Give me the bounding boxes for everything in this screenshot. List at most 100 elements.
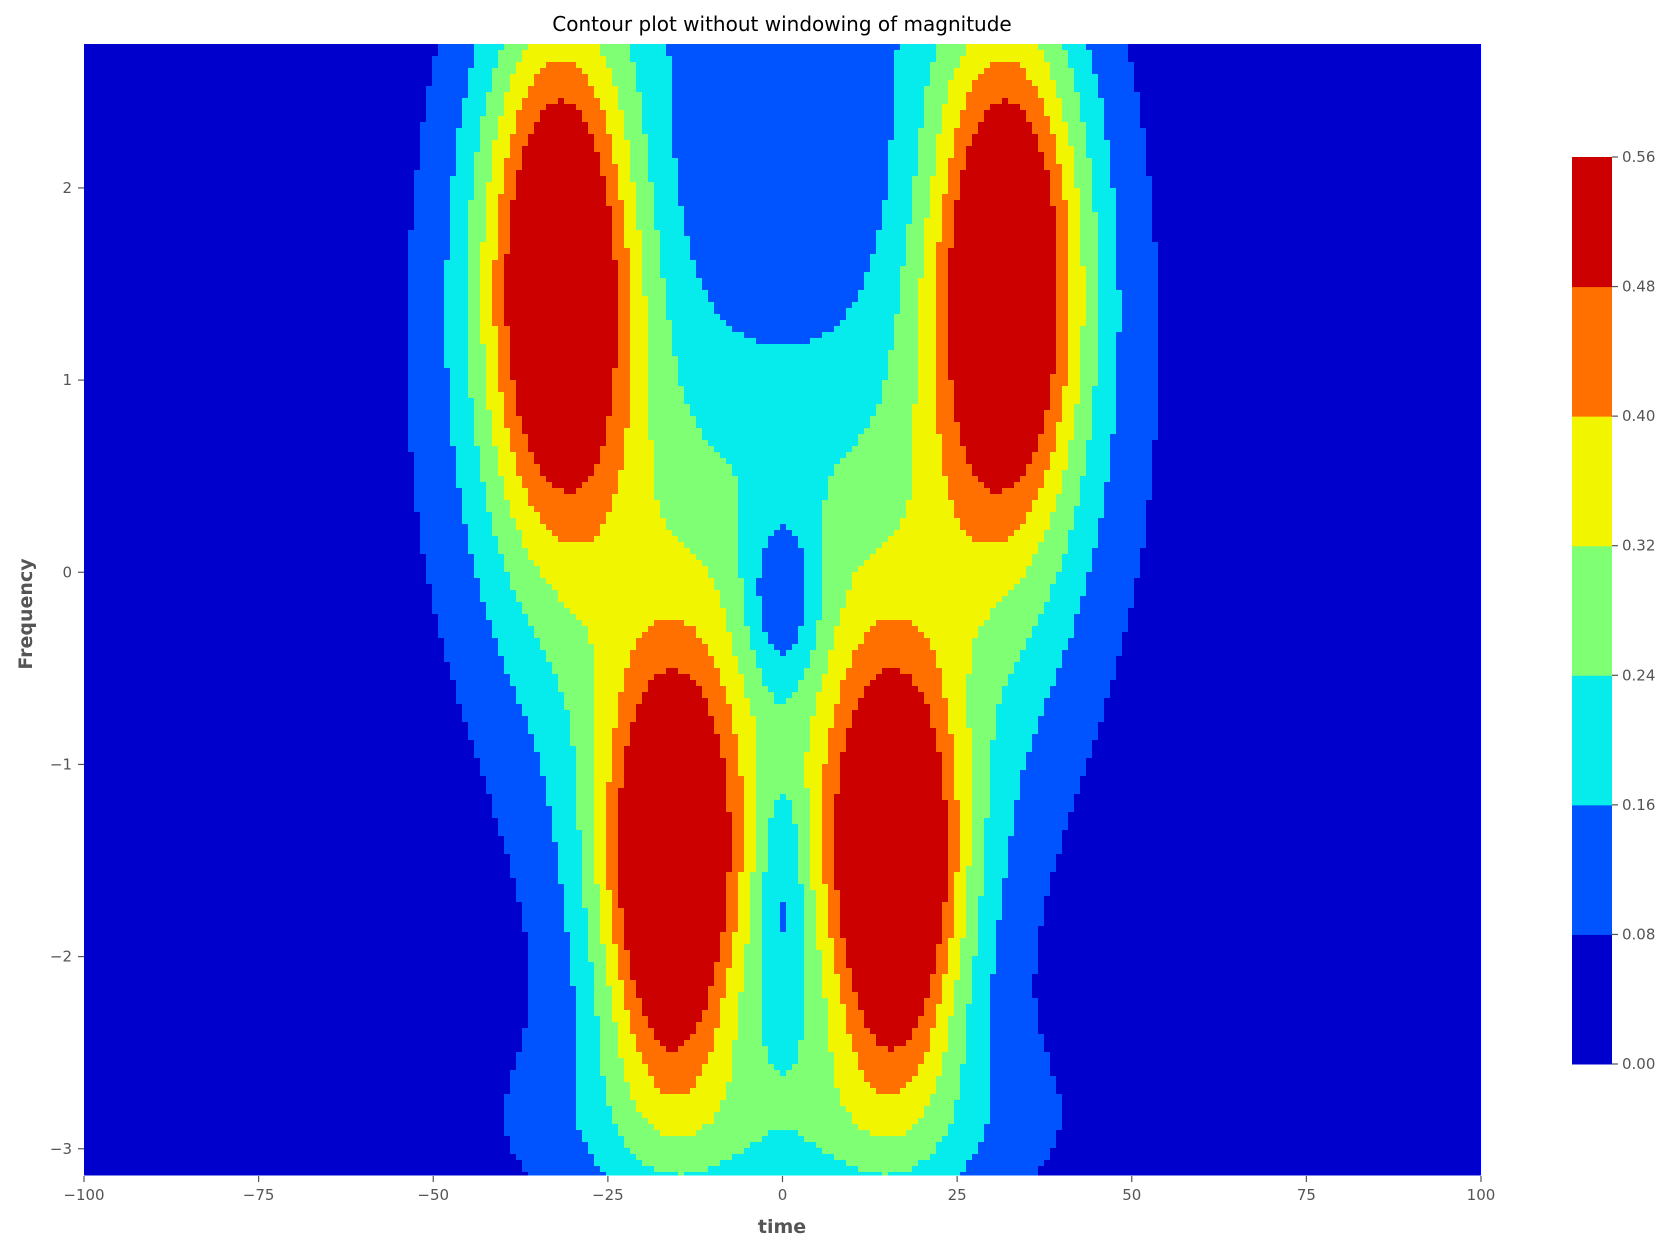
contour-cell bbox=[870, 80, 877, 87]
contour-cell bbox=[588, 50, 595, 57]
contour-cell bbox=[684, 104, 691, 111]
contour-cell bbox=[1320, 92, 1327, 99]
contour-cell bbox=[396, 98, 403, 105]
contour-cell bbox=[510, 62, 517, 69]
contour-cell bbox=[1464, 44, 1471, 51]
contour-cell bbox=[522, 92, 529, 99]
contour-cell bbox=[978, 62, 985, 69]
contour-cell bbox=[1032, 56, 1039, 63]
contour-cell bbox=[1320, 62, 1327, 69]
contour-cell bbox=[606, 86, 613, 93]
contour-cell bbox=[354, 68, 361, 75]
contour-cell bbox=[900, 86, 907, 93]
contour-cell bbox=[1362, 92, 1369, 99]
contour-cell bbox=[234, 74, 241, 81]
contour-cell bbox=[1428, 56, 1435, 63]
contour-cell bbox=[1434, 104, 1441, 111]
contour-cell bbox=[1008, 50, 1015, 57]
contour-cell bbox=[594, 92, 601, 99]
contour-cell bbox=[1158, 74, 1165, 81]
contour-cell bbox=[258, 56, 265, 63]
contour-cell bbox=[1134, 68, 1141, 75]
contour-cell bbox=[1440, 50, 1447, 57]
contour-cell bbox=[1278, 74, 1285, 81]
contour-cell bbox=[1104, 110, 1111, 117]
contour-cell bbox=[1452, 56, 1459, 63]
contour-cell bbox=[984, 98, 991, 105]
contour-cell bbox=[786, 62, 793, 69]
contour-cell bbox=[1362, 104, 1369, 111]
contour-cell bbox=[474, 110, 481, 117]
contour-cell bbox=[198, 74, 205, 81]
contour-cell bbox=[684, 98, 691, 105]
contour-cell bbox=[906, 44, 913, 51]
contour-cell bbox=[750, 68, 757, 75]
contour-cell bbox=[1464, 92, 1471, 99]
contour-cell bbox=[1056, 68, 1063, 75]
contour-cell bbox=[774, 98, 781, 105]
contour-cell bbox=[1188, 110, 1195, 117]
contour-cell bbox=[762, 86, 769, 93]
contour-cell bbox=[156, 56, 163, 63]
contour-cell bbox=[108, 62, 115, 69]
contour-cell bbox=[594, 62, 601, 69]
contour-cell bbox=[1296, 104, 1303, 111]
contour-cell bbox=[1272, 62, 1279, 69]
contour-cell bbox=[84, 104, 91, 111]
contour-cell bbox=[498, 68, 505, 75]
contour-cell bbox=[1158, 68, 1165, 75]
contour-cell bbox=[828, 50, 835, 57]
contour-cell bbox=[198, 68, 205, 75]
contour-cell bbox=[870, 86, 877, 93]
contour-cell bbox=[1122, 116, 1129, 123]
contour-cell bbox=[108, 92, 115, 99]
contour-cell bbox=[204, 104, 211, 111]
contour-cell bbox=[1242, 116, 1249, 123]
contour-cell bbox=[588, 122, 595, 129]
contour-cell bbox=[354, 116, 361, 123]
contour-cell bbox=[564, 98, 571, 105]
contour-cell bbox=[762, 80, 769, 87]
contour-cell bbox=[792, 56, 799, 63]
contour-cell bbox=[762, 98, 769, 105]
contour-cell bbox=[654, 92, 661, 99]
contour-cell bbox=[984, 116, 991, 123]
contour-cell bbox=[108, 86, 115, 93]
contour-cell bbox=[456, 86, 463, 93]
contour-cell bbox=[720, 104, 727, 111]
contour-cell bbox=[204, 80, 211, 87]
contour-cell bbox=[1458, 104, 1465, 111]
contour-cell bbox=[774, 56, 781, 63]
contour-cell bbox=[348, 116, 355, 123]
contour-cell bbox=[930, 68, 937, 75]
contour-cell bbox=[834, 92, 841, 99]
contour-cell bbox=[1416, 98, 1423, 105]
contour-cell bbox=[282, 80, 289, 87]
contour-cell bbox=[918, 80, 925, 87]
contour-cell bbox=[708, 44, 715, 51]
contour-cell bbox=[792, 62, 799, 69]
contour-cell bbox=[708, 50, 715, 57]
contour-cell bbox=[1440, 92, 1447, 99]
contour-cell bbox=[792, 110, 799, 117]
contour-cell bbox=[546, 86, 553, 93]
contour-cell bbox=[630, 62, 637, 69]
contour-cell bbox=[882, 92, 889, 99]
contour-cell bbox=[1296, 92, 1303, 99]
contour-cell bbox=[480, 44, 487, 51]
contour-cell bbox=[102, 92, 109, 99]
contour-cell bbox=[486, 110, 493, 117]
contour-cell bbox=[438, 62, 445, 69]
contour-cell bbox=[456, 62, 463, 69]
contour-cell bbox=[444, 98, 451, 105]
contour-cell bbox=[1380, 92, 1387, 99]
contour-cell bbox=[744, 62, 751, 69]
contour-cell bbox=[1302, 86, 1309, 93]
contour-cell bbox=[1296, 86, 1303, 93]
contour-cell bbox=[144, 110, 151, 117]
contour-cell bbox=[972, 74, 979, 81]
contour-cell bbox=[234, 122, 241, 129]
contour-cell bbox=[522, 80, 529, 87]
contour-cell bbox=[372, 44, 379, 51]
contour-cell bbox=[1056, 86, 1063, 93]
